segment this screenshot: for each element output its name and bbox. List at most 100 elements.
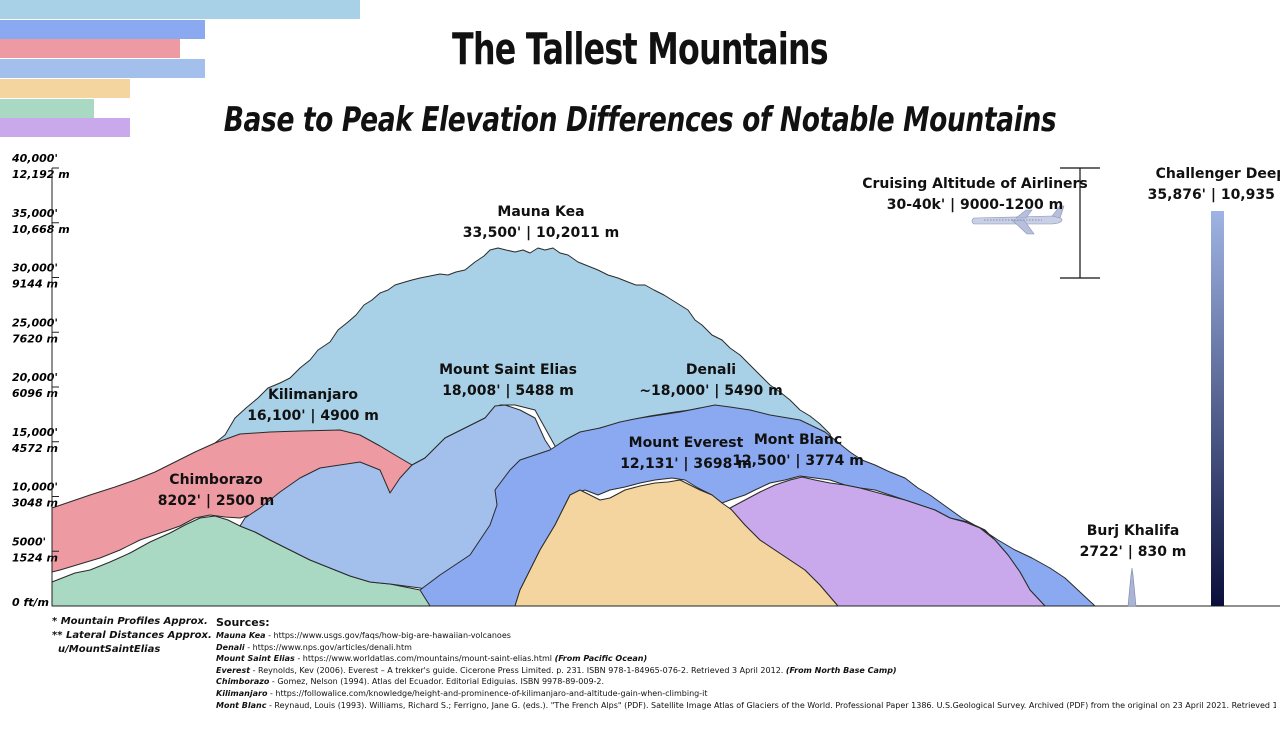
y-axis: 12,192 m 40,000' 10,668 m 35,000' 9144 m 30,0… xyxy=(11,152,70,609)
color-strip xyxy=(0,59,205,79)
y-tick-ft-label: 20,000' xyxy=(12,371,58,384)
burj-khalifa-icon xyxy=(1127,567,1137,607)
y-tick-m-label: 9144 m xyxy=(12,278,58,291)
source-item: Mont Blanc - Reynaud, Louis (1993). Will… xyxy=(216,700,1276,712)
airliner-range-bracket xyxy=(1060,167,1100,279)
series-value: 2722' | 830 m xyxy=(1080,544,1187,560)
label-mauna-kea: Mauna Kea 33,500' | 10,2011 m xyxy=(463,204,619,241)
series-value: 18,008' | 5488 m xyxy=(442,383,574,399)
source-text: - Reynaud, Louis (1993). Williams, Richa… xyxy=(266,700,1276,710)
series-name: Mount Saint Elias xyxy=(439,362,577,378)
y-tick-ft-label: 40,000' xyxy=(11,152,58,165)
color-strip xyxy=(0,118,130,138)
source-name: Chimborazo xyxy=(216,677,270,687)
series-value: 35,876' | 10,935 m xyxy=(1148,187,1280,203)
series-value: 33,500' | 10,2011 m xyxy=(463,225,619,241)
y-tick-ft-label: 15,000' xyxy=(12,426,58,439)
y-tick-m-label: 7620 m xyxy=(12,332,58,345)
source-name: Denali xyxy=(216,642,245,652)
source-item: Kilimanjaro - https://followalice.com/kn… xyxy=(216,688,1276,700)
color-strip xyxy=(0,0,360,19)
note-distances: ** Lateral Distances Approx. xyxy=(52,630,212,641)
annotation-range: 30-40k' | 9000-1200 m xyxy=(887,197,1063,213)
source-name: Everest xyxy=(216,665,251,675)
notes: * Mountain Profiles Approx. ** Lateral D… xyxy=(52,615,212,657)
y-tick-ft-label: 35,000' xyxy=(12,207,58,220)
series-name: Kilimanjaro xyxy=(268,387,358,403)
y-tick-m-label: 3048 m xyxy=(12,497,58,510)
series-value: 16,100' | 4900 m xyxy=(247,408,379,424)
source-location: (From Pacific Ocean) xyxy=(554,654,648,664)
color-strip xyxy=(0,19,205,39)
y-tick-ft-label: 25,000' xyxy=(12,316,58,329)
label-mount-everest: Mount Everest 12,131' | 3698 m xyxy=(620,435,752,472)
series-name: Denali xyxy=(686,362,736,378)
series-value: 8202' | 2500 m xyxy=(158,493,275,509)
source-name: Mont Blanc xyxy=(216,700,267,710)
y-tick-m-label: 6096 m xyxy=(12,387,58,400)
y-tick: 1524 m 5000' xyxy=(12,535,59,564)
source-item: Mount Saint Elias - https://www.worldatl… xyxy=(216,653,1276,665)
color-strip xyxy=(0,98,94,118)
y-tick: 3048 m 10,000' xyxy=(12,481,59,510)
y-tick-m-label: 4572 m xyxy=(11,442,58,455)
series-name: Chimborazo xyxy=(169,472,263,488)
mountain-denali xyxy=(419,404,1096,607)
label-chimborazo: Chimborazo 8202' | 2500 m xyxy=(158,472,275,509)
color-strip xyxy=(0,78,130,98)
y-tick-ft-label: 5000' xyxy=(12,535,46,548)
y-tick: 12,192 m 40,000' xyxy=(11,152,70,181)
y-tick-m-label: 10,668 m xyxy=(12,223,70,236)
sources: Sources: Mauna Kea - https://www.usgs.go… xyxy=(216,615,1276,711)
series-name: Mauna Kea xyxy=(497,204,584,220)
source-name: Mauna Kea xyxy=(216,631,266,640)
source-name: Mount Saint Elias xyxy=(216,654,295,664)
y-tick: 6096 m 20,000' xyxy=(12,371,59,400)
series-value: ~18,000' | 5490 m xyxy=(639,383,782,399)
challenger-deep-bar xyxy=(1211,211,1224,606)
y-tick-m-label: 1524 m xyxy=(12,551,58,564)
y-tick-m-label: 12,192 m xyxy=(12,168,70,181)
source-text: - https://followalice.com/knowledge/heig… xyxy=(267,688,708,698)
series-name: Mount Everest xyxy=(629,435,744,451)
source-name: Kilimanjaro xyxy=(216,688,268,698)
mountain-mont-blanc xyxy=(729,476,1046,607)
mountain-chart: 12,192 m 40,000' 10,668 m 35,000' 9144 m 30,0… xyxy=(11,152,1280,609)
source-item: Chimborazo - Gomez, Nelson (1994). Atlas… xyxy=(216,676,1276,688)
y-tick: 9144 m 30,000' xyxy=(12,262,59,291)
author-credit: u/MountSaintElias xyxy=(58,644,161,655)
y-tick-ft-label: 10,000' xyxy=(12,481,58,494)
source-text: - https://www.usgs.gov/faqs/how-big-are-… xyxy=(265,631,511,640)
mountain-mauna-kea xyxy=(214,247,833,466)
note-profiles: * Mountain Profiles Approx. xyxy=(52,616,208,627)
source-item: Mauna Kea - https://www.usgs.gov/faqs/ho… xyxy=(216,630,1276,642)
series-name: Challenger Deep xyxy=(1156,166,1280,182)
series-value: 12,500' | 3774 m xyxy=(732,453,864,469)
source-text: - Gomez, Nelson (1994). Atlas del Ecuado… xyxy=(269,677,605,687)
y-tick: 10,668 m 35,000' xyxy=(12,207,70,236)
source-text: - https://www.worldatlas.com/mountains/m… xyxy=(294,654,555,664)
y-tick-ft-label: 0 ft/m xyxy=(12,596,49,609)
mountain-saint-elias xyxy=(239,404,556,591)
source-item: Denali - https://www.nps.gov/articles/de… xyxy=(216,642,1276,654)
label-burj-khalifa: Burj Khalifa 2722' | 830 m xyxy=(1080,523,1187,560)
series-value: 12,131' | 3698 m xyxy=(620,456,752,472)
series-name: Mont Blanc xyxy=(754,432,842,448)
series-name: Burj Khalifa xyxy=(1087,523,1180,539)
y-tick: 4572 m 15,000' xyxy=(11,426,59,455)
label-cruising-altitude: Cruising Altitude of Airliners 30-40k' | … xyxy=(862,176,1088,213)
chart-title: The Tallest Mountains xyxy=(452,24,829,75)
label-mount-saint-elias: Mount Saint Elias 18,008' | 5488 m xyxy=(439,362,577,399)
sources-heading: Sources: xyxy=(216,616,270,629)
source-location: (From North Base Camp) xyxy=(785,665,897,675)
label-mont-blanc: Mont Blanc 12,500' | 3774 m xyxy=(732,432,864,469)
label-denali: Denali ~18,000' | 5490 m xyxy=(639,362,782,399)
y-tick: 7620 m 25,000' xyxy=(12,316,59,345)
label-kilimanjaro: Kilimanjaro 16,100' | 4900 m xyxy=(247,387,379,424)
y-tick-ft-label: 30,000' xyxy=(12,262,58,275)
label-challenger-deep: Challenger Deep 35,876' | 10,935 m xyxy=(1148,166,1280,203)
source-text: - Reynolds, Kev (2006). Everest – A trek… xyxy=(250,665,786,675)
annotation-name: Cruising Altitude of Airliners xyxy=(862,176,1088,192)
source-item: Everest - Reynolds, Kev (2006). Everest … xyxy=(216,665,1276,677)
chart-subtitle: Base to Peak Elevation Differences of No… xyxy=(223,100,1057,140)
